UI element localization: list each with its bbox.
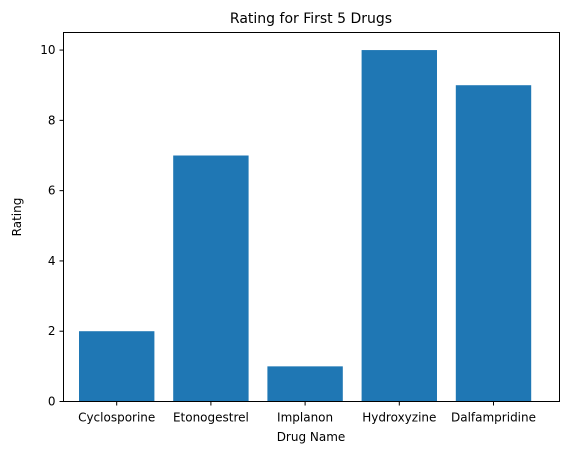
x-axis-label: Drug Name xyxy=(277,430,346,444)
y-tick-label: 10 xyxy=(40,43,55,57)
chart-title: Rating for First 5 Drugs xyxy=(230,11,392,27)
bar-implanon xyxy=(267,366,343,402)
x-tick-label: Dalfampridine xyxy=(451,411,536,425)
x-tick-label: Hydroxyzine xyxy=(362,411,436,425)
y-tick-label: 8 xyxy=(48,113,56,127)
bars-group xyxy=(79,50,532,402)
y-axis-label: Rating xyxy=(10,198,24,237)
bar-etonogestrel xyxy=(173,155,249,402)
y-tick-label: 2 xyxy=(48,324,56,338)
x-tick-label: Implanon xyxy=(277,411,333,425)
plot-frame xyxy=(63,32,560,402)
bar-dalfampridine xyxy=(455,85,532,402)
y-tick-label: 6 xyxy=(48,184,56,198)
y-axis-ticks: 0 2 4 6 8 10 xyxy=(40,43,64,409)
bar-hydroxyzine xyxy=(361,50,437,402)
x-tick-label: Cyclosporine xyxy=(78,411,155,425)
x-axis-ticks: Cyclosporine Etonogestrel Implanon Hydroxyz… xyxy=(78,401,536,425)
bar-cyclosporine xyxy=(79,331,155,402)
y-tick-label: 4 xyxy=(48,254,56,268)
y-tick-label: 0 xyxy=(48,395,56,409)
x-tick-label: Etonogestrel xyxy=(173,411,249,425)
